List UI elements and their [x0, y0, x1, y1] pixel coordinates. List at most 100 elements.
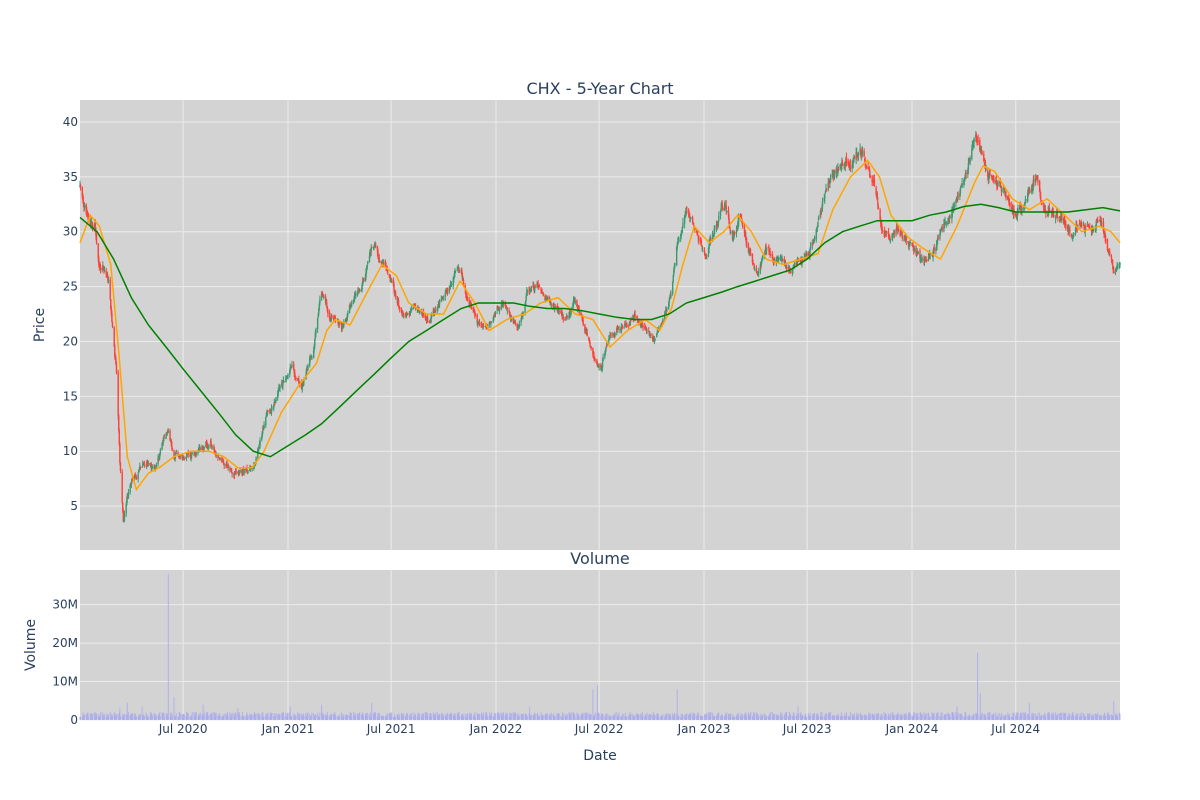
volume-bar — [933, 712, 935, 720]
volume-bar — [1036, 716, 1038, 720]
candle-body — [640, 322, 642, 327]
candle-body — [370, 247, 372, 252]
volume-bar — [861, 715, 863, 720]
volume-bar — [1072, 715, 1074, 720]
volume-bar — [897, 712, 899, 720]
volume-bar — [440, 714, 442, 720]
candle-body — [691, 216, 694, 223]
candle-body — [592, 347, 594, 355]
candle-body — [656, 332, 658, 335]
candle-body — [393, 290, 396, 295]
candle-body — [1101, 221, 1103, 223]
candle-body — [470, 304, 473, 309]
candle-body — [239, 470, 241, 473]
volume-bar — [461, 714, 463, 720]
candle-body — [636, 317, 638, 319]
volume-bar — [153, 713, 155, 720]
volume-bar — [556, 712, 558, 720]
candle-body — [549, 301, 551, 303]
volume-bar — [183, 714, 185, 720]
volume-bar — [281, 712, 283, 720]
volume-bar — [664, 714, 666, 720]
volume-bar — [781, 714, 783, 720]
candle-body — [844, 166, 846, 167]
volume-bar — [201, 714, 203, 720]
candle-body — [277, 393, 279, 398]
volume-bar — [402, 714, 404, 720]
candle-body — [580, 313, 583, 315]
candle-body — [687, 211, 690, 213]
candle-body — [676, 243, 678, 249]
candle-body — [141, 466, 143, 468]
volume-bar — [795, 716, 797, 720]
volume-bar — [465, 716, 467, 720]
volume-bar — [708, 712, 710, 720]
x-tick-label: Jan 2023 — [677, 722, 731, 736]
volume-bar — [98, 716, 100, 720]
candle-body — [534, 286, 536, 291]
volume-bar — [550, 712, 552, 720]
volume-bar — [337, 716, 339, 720]
volume-bar — [549, 714, 551, 720]
volume-bar — [592, 689, 594, 720]
volume-bar — [387, 714, 389, 720]
candle-body — [472, 308, 474, 311]
volume-bar — [443, 715, 445, 720]
volume-bar — [822, 716, 824, 720]
volume-bar — [909, 712, 911, 720]
volume-bar — [202, 704, 204, 720]
candle-body — [883, 230, 886, 234]
volume-bar — [104, 714, 106, 720]
volume-bar — [761, 715, 763, 720]
volume-bar — [165, 713, 167, 720]
price-grid — [80, 100, 1120, 550]
candle-body — [1091, 229, 1093, 235]
volume-bar — [138, 714, 140, 720]
volume-bar — [175, 713, 177, 720]
candle-body — [712, 233, 714, 235]
candle-body — [296, 378, 299, 381]
candle-body — [983, 162, 986, 164]
volume-bar — [1100, 716, 1102, 720]
volume-bar — [345, 715, 347, 720]
volume-bar — [999, 716, 1001, 720]
volume-bar — [206, 712, 208, 720]
candle-body — [509, 314, 511, 319]
candle-body — [209, 444, 211, 446]
volume-bar — [346, 714, 348, 720]
candle-body — [171, 448, 174, 449]
candle-body — [669, 296, 671, 300]
candle-body — [333, 317, 335, 319]
volume-bar — [143, 716, 145, 720]
volume-bar — [610, 715, 612, 720]
volume-bar — [241, 711, 243, 720]
candle-body — [316, 318, 319, 330]
volume-bar — [783, 714, 785, 720]
volume-bar — [1068, 715, 1070, 720]
volume-bar — [768, 715, 770, 720]
volume-bar — [396, 713, 398, 720]
volume-bar — [560, 715, 562, 720]
volume-bar — [1015, 712, 1017, 720]
volume-bar — [154, 715, 156, 720]
candle-body — [197, 449, 200, 451]
volume-bar — [274, 715, 276, 720]
volume-bar — [203, 715, 205, 720]
candle-body — [115, 364, 118, 373]
candle-body — [153, 466, 156, 468]
candle-body — [481, 326, 484, 328]
volume-bar — [875, 713, 877, 720]
candle-body — [361, 281, 364, 286]
volume-bar — [522, 714, 524, 720]
candle-body — [780, 257, 783, 259]
candle-body — [617, 328, 620, 330]
candle-body — [800, 260, 802, 263]
volume-bar — [565, 716, 567, 720]
x-tick-label: Jul 2024 — [990, 722, 1040, 736]
volume-bar — [897, 713, 899, 720]
candle-body — [257, 449, 259, 459]
candle-body — [558, 310, 560, 312]
candle-body — [151, 466, 154, 468]
candle-body — [678, 238, 680, 242]
volume-bar — [880, 715, 882, 720]
